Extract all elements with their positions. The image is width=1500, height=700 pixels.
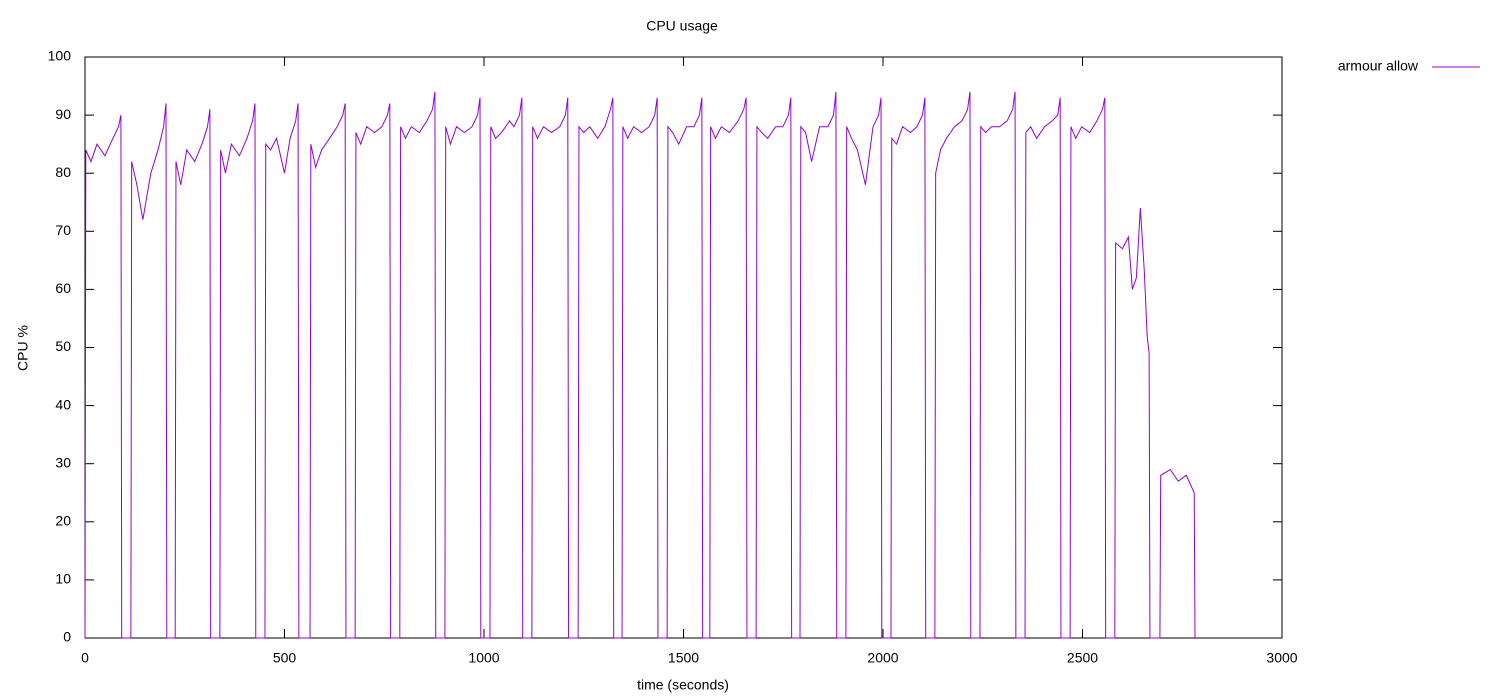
y-tick-label: 100 bbox=[48, 48, 72, 64]
y-tick-label: 10 bbox=[55, 571, 71, 587]
x-tick-label: 2000 bbox=[867, 650, 898, 666]
x-axis-label: time (seconds) bbox=[637, 677, 729, 693]
y-tick-label: 60 bbox=[55, 280, 71, 296]
data-line bbox=[84, 91, 1196, 639]
chart-title: CPU usage bbox=[646, 18, 718, 34]
x-tick-label: 1000 bbox=[468, 650, 499, 666]
x-tick-label: 3000 bbox=[1266, 650, 1297, 666]
x-tick-label: 500 bbox=[273, 650, 297, 666]
y-tick-label: 50 bbox=[55, 338, 71, 354]
y-tick-label: 20 bbox=[55, 513, 71, 529]
y-axis-label: CPU % bbox=[15, 325, 31, 371]
x-tick-label: 0 bbox=[81, 650, 89, 666]
x-tick-label: 1500 bbox=[668, 650, 699, 666]
legend-label: armour allow bbox=[1338, 58, 1419, 74]
y-tick-label: 80 bbox=[55, 164, 71, 180]
y-tick-label: 30 bbox=[55, 454, 71, 470]
y-tick-label: 90 bbox=[55, 106, 71, 122]
y-tick-label: 0 bbox=[63, 629, 71, 645]
y-tick-label: 40 bbox=[55, 396, 71, 412]
y-tick-label: 70 bbox=[55, 222, 71, 238]
x-tick-label: 2500 bbox=[1067, 650, 1098, 666]
